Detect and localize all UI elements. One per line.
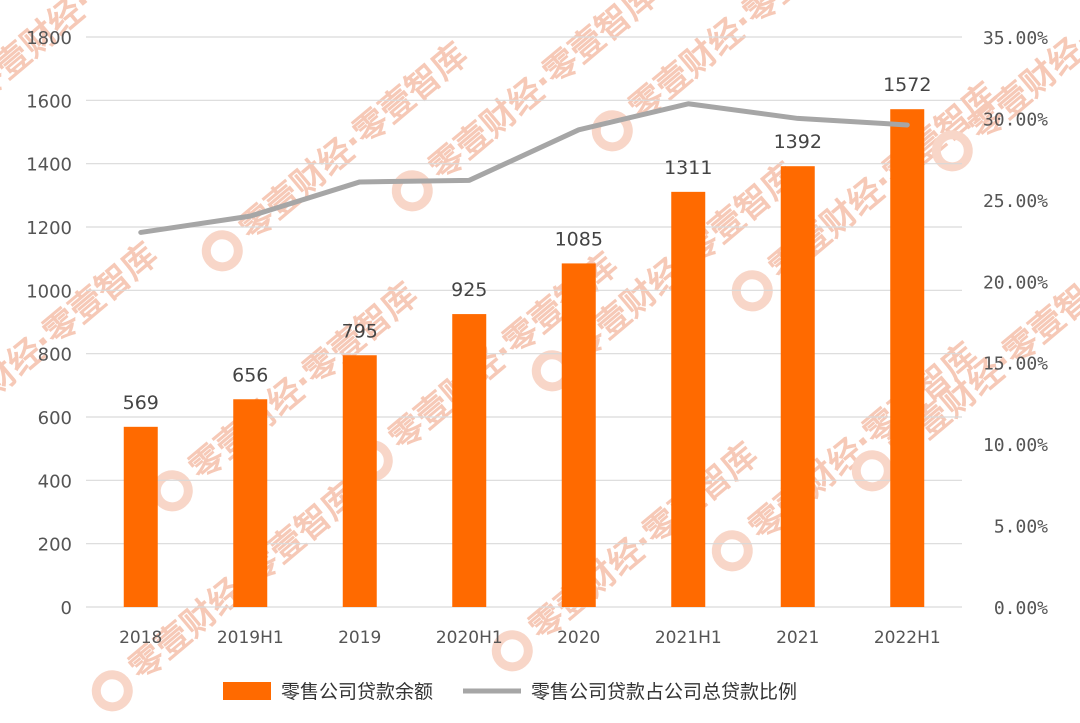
right-tick-label: 30.00% [983,109,1048,130]
x-tick-label: 2021 [776,628,819,648]
right-tick-label: 0.00% [994,598,1048,619]
bar-2019H1 [233,399,268,607]
x-tick-label: 2020H1 [436,628,503,648]
bar-label-2020H1: 925 [451,279,487,301]
legend-line-label: 零售公司贷款占公司总贷款比例 [531,681,797,703]
x-tick-label: 2020 [557,628,600,648]
bar-2021 [780,166,815,607]
right-y-axis: 0.00% 5.00% 10.00% 15.00% 20.00% 25.00% 30.00%… [983,28,1048,619]
bar-series [123,109,925,607]
line-series [138,101,910,235]
watermark-text: 零壹财经·零壹智库 [522,435,766,649]
left-tick-label: 1800 [26,28,72,49]
left-tick-label: 0 [61,598,72,619]
bar-2018 [123,426,158,607]
bar-label-2019H1: 656 [232,364,268,386]
bar-2021H1 [671,191,706,607]
left-tick-label: 400 [38,471,72,492]
bar-2020H1 [452,314,487,607]
bar-2019 [342,355,377,607]
left-tick-label: 1000 [26,281,72,302]
watermark-mark: 零壹财经·零壹智库 [0,0,205,109]
right-tick-label: 10.00% [983,435,1048,456]
left-tick-label: 1200 [26,218,72,239]
watermark-mark: 零壹财经·零壹智库 [491,435,766,672]
left-tick-label: 800 [38,345,72,366]
bar-2022H1 [890,109,925,607]
left-tick-label: 200 [38,535,72,556]
bar-label-2021H1: 1311 [664,157,712,179]
x-tick-label: 2021H1 [655,628,722,648]
watermark-mark: 零壹财经·零壹智库 [391,0,665,212]
right-tick-label: 35.00% [983,28,1048,49]
left-tick-label: 600 [38,408,72,429]
bar-label-2019: 795 [342,320,378,342]
right-tick-label: 20.00% [983,272,1048,293]
right-tick-label: 5.00% [994,517,1048,538]
left-tick-label: 1400 [26,155,72,176]
legend-bar-swatch [223,682,271,700]
watermark-text: 零壹财经·零壹智库 [742,335,986,549]
right-tick-label: 15.00% [983,354,1048,375]
right-tick-label: 25.00% [983,191,1048,212]
ratio-line [138,101,910,235]
x-tick-label: 2019 [338,628,381,648]
left-y-axis: 0 200 400 600 800 1000 1200 1400 1600 1800 [26,28,72,619]
x-tick-label: 2022H1 [874,628,941,648]
left-tick-label: 1600 [26,91,72,112]
legend: 零售公司贷款余额 零售公司贷款占公司总贷款比例 [223,681,797,703]
bar-2020 [561,263,596,607]
bar-data-labels: 569 656 795 925 1085 1311 1392 1572 [123,74,932,414]
legend-bar-label: 零售公司贷款余额 [281,681,433,703]
bar-label-2022H1: 1572 [883,74,931,96]
bar-label-2020: 1085 [555,228,603,250]
watermark-text: 零壹财经·零壹智库 [232,35,476,249]
gridlines [86,36,962,608]
x-tick-label: 2018 [119,628,162,648]
bar-label-2021: 1392 [774,131,822,153]
x-tick-label: 2019H1 [217,628,284,648]
x-axis: 2018 2019H1 2019 2020H1 2020 2021H1 2021 2022H1 [119,628,941,648]
bar-label-2018: 569 [123,392,159,414]
